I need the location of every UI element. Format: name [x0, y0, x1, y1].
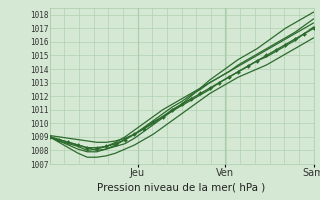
X-axis label: Pression niveau de la mer( hPa ): Pression niveau de la mer( hPa ): [98, 182, 266, 192]
